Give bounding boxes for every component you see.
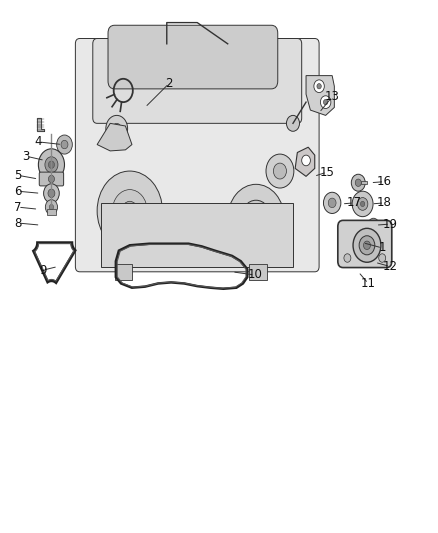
Circle shape <box>321 96 331 109</box>
Circle shape <box>379 254 386 262</box>
Text: 19: 19 <box>382 217 398 231</box>
Circle shape <box>48 175 54 183</box>
Text: 15: 15 <box>319 166 334 179</box>
Circle shape <box>45 157 58 173</box>
Text: 8: 8 <box>14 216 21 230</box>
Circle shape <box>364 241 371 249</box>
FancyBboxPatch shape <box>75 38 319 272</box>
Text: 18: 18 <box>377 196 392 209</box>
Circle shape <box>48 189 55 198</box>
Circle shape <box>241 200 271 237</box>
Bar <box>361 181 367 184</box>
Text: 9: 9 <box>39 264 46 277</box>
Circle shape <box>359 236 375 255</box>
Circle shape <box>266 154 294 188</box>
Circle shape <box>286 115 300 131</box>
Circle shape <box>355 179 361 187</box>
Circle shape <box>97 171 162 251</box>
Circle shape <box>113 123 121 134</box>
Polygon shape <box>295 147 315 176</box>
Circle shape <box>49 205 53 210</box>
Circle shape <box>317 84 321 89</box>
Text: 4: 4 <box>35 135 42 148</box>
Circle shape <box>44 184 59 203</box>
Circle shape <box>113 190 147 232</box>
Text: 13: 13 <box>325 90 339 103</box>
Circle shape <box>122 201 138 220</box>
Bar <box>47 209 56 215</box>
Polygon shape <box>37 118 44 131</box>
Circle shape <box>328 198 336 208</box>
Text: 2: 2 <box>165 77 173 90</box>
Text: 12: 12 <box>382 260 398 273</box>
Circle shape <box>314 80 324 93</box>
FancyBboxPatch shape <box>338 220 392 268</box>
Text: 17: 17 <box>346 196 361 209</box>
Circle shape <box>57 135 72 154</box>
Circle shape <box>357 198 368 211</box>
Text: 16: 16 <box>377 175 392 188</box>
Circle shape <box>250 211 262 227</box>
Circle shape <box>39 149 64 181</box>
Circle shape <box>353 228 381 262</box>
Text: 5: 5 <box>14 169 21 182</box>
Circle shape <box>323 192 341 214</box>
Text: 10: 10 <box>247 269 262 281</box>
Circle shape <box>360 201 365 207</box>
Text: 1: 1 <box>378 241 386 254</box>
Circle shape <box>228 184 284 253</box>
Circle shape <box>273 163 286 179</box>
Circle shape <box>302 155 311 166</box>
Circle shape <box>106 115 127 142</box>
Text: 6: 6 <box>14 185 21 198</box>
Text: 3: 3 <box>22 150 30 163</box>
Bar <box>250 264 267 280</box>
Bar <box>102 203 293 266</box>
Circle shape <box>48 161 54 168</box>
Circle shape <box>46 200 57 215</box>
Circle shape <box>351 174 365 191</box>
Polygon shape <box>97 123 132 151</box>
Circle shape <box>323 100 328 105</box>
Circle shape <box>61 140 68 149</box>
Circle shape <box>352 191 373 216</box>
Circle shape <box>371 222 376 228</box>
Text: 7: 7 <box>14 200 21 214</box>
Circle shape <box>368 218 379 232</box>
FancyBboxPatch shape <box>108 25 278 89</box>
Circle shape <box>344 254 351 262</box>
Text: 11: 11 <box>361 277 376 290</box>
Polygon shape <box>306 76 334 115</box>
FancyBboxPatch shape <box>93 38 302 123</box>
FancyBboxPatch shape <box>39 172 64 186</box>
Bar <box>115 264 132 280</box>
